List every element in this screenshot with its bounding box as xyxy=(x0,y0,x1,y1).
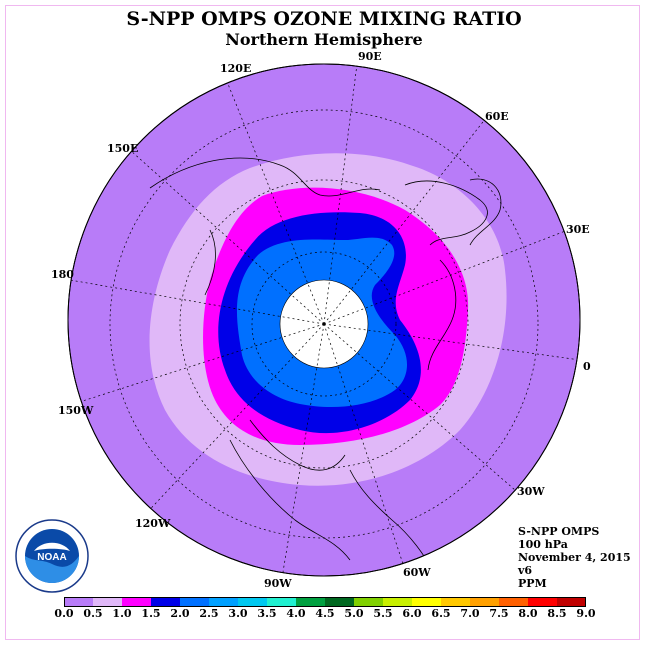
colorbar-tick-label: 9.0 xyxy=(576,607,596,620)
colorbar-tick-label: 8.0 xyxy=(518,607,538,620)
colorbar-swatch xyxy=(470,597,500,607)
colorbar-swatch xyxy=(267,597,297,607)
colorbar-tick-label: 7.5 xyxy=(489,607,509,620)
colorbar-tick-label: 1.5 xyxy=(141,607,161,620)
colorbar-tick-label: 0.0 xyxy=(54,607,74,620)
colorbar-tick-label: 4.0 xyxy=(286,607,306,620)
colorbar-tick-label: 3.5 xyxy=(257,607,277,620)
map-title: S-NPP OMPS OZONE MIXING RATIO xyxy=(126,8,522,30)
lon-label-120e: 120E xyxy=(220,62,252,75)
colorbar-tick-label: 4.5 xyxy=(315,607,335,620)
colorbar-swatch xyxy=(354,597,384,607)
latitude-circles xyxy=(109,109,539,539)
colorbar-tick-label: 6.5 xyxy=(431,607,451,620)
lon-label-60e: 60E xyxy=(485,110,509,123)
colorbar-swatch xyxy=(180,597,210,607)
colorbar xyxy=(64,597,586,607)
colorbar-swatch xyxy=(151,597,181,607)
colorbar-swatch xyxy=(238,597,268,607)
colorbar-swatch xyxy=(64,597,94,607)
colorbar-tick-label: 2.5 xyxy=(199,607,219,620)
lon-label-90e: 90E xyxy=(358,50,382,63)
colorbar-swatch xyxy=(325,597,355,607)
lon-label-120w: 120W xyxy=(135,517,171,530)
noaa-logo: NOAA xyxy=(15,519,89,593)
colorbar-tick-label: 2.0 xyxy=(170,607,190,620)
colorbar-swatch xyxy=(557,597,586,607)
meridians xyxy=(69,64,580,576)
info-instrument: S-NPP OMPS xyxy=(518,525,600,538)
colorbar-tick-label: 1.0 xyxy=(112,607,132,620)
lon-label-180: 180 xyxy=(51,268,74,281)
lon-label-60w: 60W xyxy=(403,566,431,579)
colorbar-swatch xyxy=(296,597,326,607)
info-level: 100 hPa xyxy=(518,538,568,551)
colorbar-swatch xyxy=(499,597,529,607)
figure-frame xyxy=(5,5,640,640)
colorbar-swatch xyxy=(209,597,239,607)
colorbar-swatch xyxy=(122,597,152,607)
lon-label-30e: 30E xyxy=(566,223,590,236)
colorbar-tick-label: 6.0 xyxy=(402,607,422,620)
colorbar-swatch xyxy=(383,597,413,607)
info-units: PPM xyxy=(518,577,547,590)
info-date: November 4, 2015 xyxy=(518,551,631,564)
colorbar-tick-label: 3.0 xyxy=(228,607,248,620)
colorbar-tick-label: 8.5 xyxy=(547,607,567,620)
colorbar-swatch xyxy=(528,597,558,607)
noaa-logo-text: NOAA xyxy=(37,552,66,563)
info-block: S-NPP OMPS 100 hPa November 4, 2015 v6 P… xyxy=(518,525,631,590)
map-subtitle: Northern Hemisphere xyxy=(225,30,423,49)
lon-label-30w: 30W xyxy=(517,485,545,498)
info-version: v6 xyxy=(518,564,533,577)
colorbar-swatch xyxy=(441,597,471,607)
colorbar-swatch xyxy=(93,597,123,607)
lon-label-150w: 150W xyxy=(58,404,94,417)
colorbar-swatch xyxy=(412,597,442,607)
colorbar-tick-label: 7.0 xyxy=(460,607,480,620)
colorbar-tick-label: 0.5 xyxy=(83,607,103,620)
lon-label-0: 0 xyxy=(583,360,591,373)
lon-label-90w: 90W xyxy=(264,577,292,590)
lon-label-150e: 150E xyxy=(107,142,139,155)
colorbar-tick-label: 5.5 xyxy=(373,607,393,620)
colorbar-tick-label: 5.0 xyxy=(344,607,364,620)
